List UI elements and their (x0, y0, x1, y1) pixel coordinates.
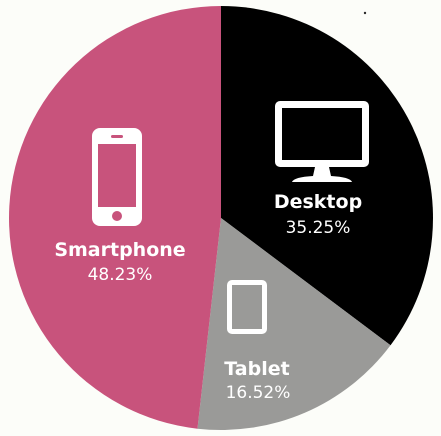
slice-value-label-tablet: 16.52% (226, 383, 291, 403)
slice-value-label-desktop: 35.25% (286, 218, 351, 238)
slice-label-tablet: Tablet (224, 358, 289, 380)
pie-labels: Desktop 35.25% Tablet 16.52% Smartphone 48.23… (54, 101, 369, 403)
pie-slice-tablet (197, 218, 391, 430)
slice-value-label-smartphone: 48.23% (88, 265, 153, 285)
tablet-icon (227, 280, 267, 334)
slice-label-desktop: Desktop (274, 191, 362, 213)
corner-dot-mark (363, 11, 367, 15)
smartphone-icon (92, 128, 142, 226)
slice-label-smartphone: Smartphone (54, 239, 185, 261)
pie-slices (9, 6, 433, 430)
desktop-monitor-icon (275, 101, 369, 182)
